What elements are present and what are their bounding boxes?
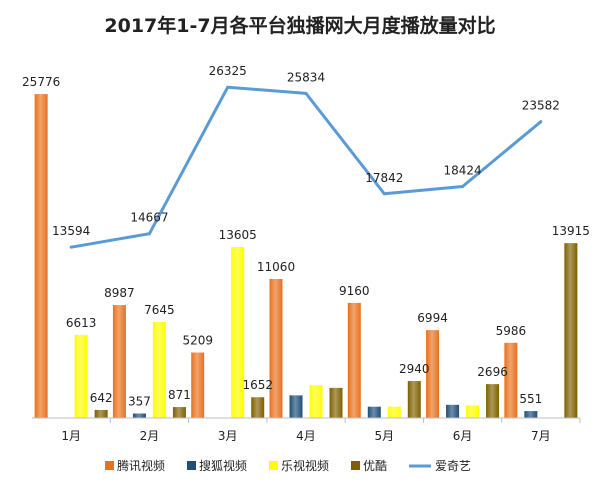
data-label: 551 bbox=[519, 392, 542, 406]
bar-3-1 bbox=[74, 334, 88, 418]
x-tick-label: 1月 bbox=[61, 429, 81, 443]
line-point bbox=[382, 192, 386, 196]
legend-label: 搜狐视频 bbox=[199, 458, 247, 473]
line-point bbox=[539, 120, 543, 124]
data-label: 8987 bbox=[104, 286, 135, 300]
line-point bbox=[147, 232, 151, 236]
legend-swatch bbox=[351, 461, 360, 470]
bar-3-2 bbox=[152, 321, 166, 418]
legend: 腾讯视频 搜狐视频 乐视视频 优酷 爱奇艺 bbox=[105, 458, 471, 473]
x-tick-label: 4月 bbox=[296, 429, 316, 443]
bar-2-7 bbox=[524, 411, 538, 418]
data-label: 357 bbox=[128, 395, 151, 409]
bar-2-6 bbox=[446, 404, 460, 418]
x-tick-label: 2月 bbox=[140, 429, 160, 443]
x-tick-label: 7月 bbox=[531, 429, 551, 443]
bar-3-6 bbox=[466, 405, 480, 418]
data-label: 9160 bbox=[339, 284, 370, 298]
legend-swatch bbox=[269, 461, 278, 470]
line-point bbox=[461, 184, 465, 188]
bar-4-3 bbox=[251, 397, 265, 418]
bar-4-6 bbox=[486, 384, 500, 418]
x-tick-label: 3月 bbox=[218, 429, 238, 443]
data-label: 2696 bbox=[477, 365, 508, 379]
bar-2-2 bbox=[132, 413, 146, 418]
bar-3-3 bbox=[231, 247, 245, 418]
chart-title: 2017年1-7月各平台独播网大月度播放量对比 bbox=[104, 14, 495, 37]
data-label: 1652 bbox=[242, 378, 273, 392]
legend-swatch bbox=[187, 461, 196, 470]
line-data-label: 23582 bbox=[522, 99, 560, 113]
x-tick-label: 6月 bbox=[453, 429, 473, 443]
bar-4-1 bbox=[94, 409, 108, 418]
data-label: 6613 bbox=[66, 316, 97, 330]
line-data-label: 26325 bbox=[209, 64, 247, 78]
bar-4-5 bbox=[407, 381, 421, 418]
data-label: 5986 bbox=[496, 324, 527, 338]
bar-1-3 bbox=[191, 352, 205, 418]
data-label: 6994 bbox=[417, 311, 448, 325]
data-label: 2940 bbox=[399, 362, 430, 376]
line-data-label: 17842 bbox=[365, 171, 403, 185]
bars-group bbox=[34, 94, 578, 418]
bar-1-1 bbox=[34, 94, 48, 418]
bar-1-7 bbox=[504, 342, 518, 418]
data-label: 11060 bbox=[257, 260, 295, 274]
data-label: 25776 bbox=[22, 75, 60, 89]
legend-label: 优酷 bbox=[363, 459, 387, 473]
bar-3-4 bbox=[309, 385, 323, 418]
bar-1-4 bbox=[269, 279, 283, 418]
bar-2-4 bbox=[289, 395, 303, 418]
x-axis-ticks: 1月 2月 3月 4月 5月 6月 7月 bbox=[61, 418, 581, 443]
bar-4-2 bbox=[172, 407, 186, 418]
data-label: 7645 bbox=[144, 303, 175, 317]
legend-swatch bbox=[105, 461, 114, 470]
bar-3-5 bbox=[387, 406, 401, 418]
line-data-label: 13594 bbox=[52, 224, 90, 238]
legend-label: 乐视视频 bbox=[281, 458, 329, 473]
data-label: 13915 bbox=[552, 224, 590, 238]
legend-label: 腾讯视频 bbox=[117, 458, 165, 473]
data-label: 642 bbox=[90, 391, 113, 405]
bar-1-5 bbox=[347, 302, 361, 418]
bar-2-5 bbox=[367, 406, 381, 418]
line-data-label: 25834 bbox=[287, 70, 325, 84]
bar-1-2 bbox=[112, 305, 126, 418]
line-data-label: 14667 bbox=[130, 211, 168, 225]
data-label: 5209 bbox=[182, 334, 213, 348]
x-tick-label: 5月 bbox=[374, 429, 394, 443]
bar-1-6 bbox=[426, 330, 440, 418]
legend-label: 爱奇艺 bbox=[435, 459, 471, 473]
data-label: 13605 bbox=[219, 228, 257, 242]
line-data-label: 18424 bbox=[443, 163, 481, 177]
line-point bbox=[304, 91, 308, 95]
bar-4-4 bbox=[329, 387, 343, 418]
line-point bbox=[226, 85, 230, 89]
data-label: 871 bbox=[168, 388, 191, 402]
line-point bbox=[69, 245, 73, 249]
line-group bbox=[69, 85, 543, 249]
data-labels: 25776 6613 642 8987 357 7645 871 5209 13605 1652 1… bbox=[22, 64, 590, 408]
bar-4-7 bbox=[564, 243, 578, 418]
